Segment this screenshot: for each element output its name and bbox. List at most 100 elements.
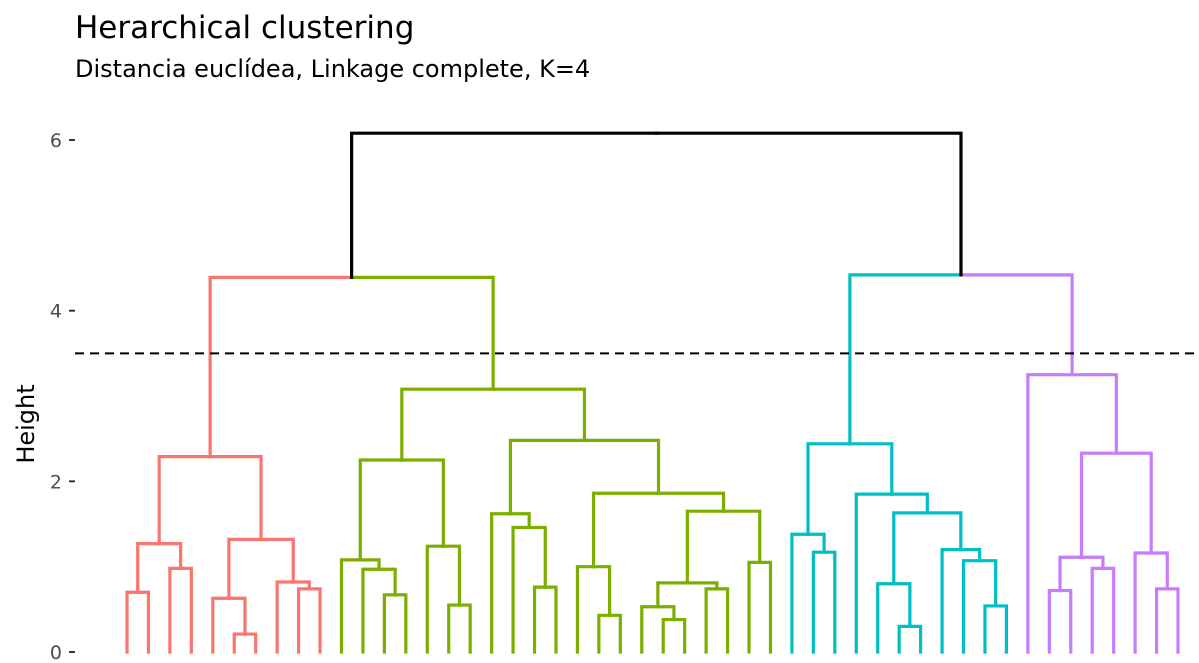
cluster-2-branch — [511, 525, 531, 654]
cluster-3-branch — [806, 442, 852, 536]
cluster-2-branch — [575, 565, 596, 654]
cluster-3-branch — [961, 559, 982, 654]
cluster-1-branch — [125, 590, 140, 654]
cluster-3-branch — [994, 604, 1009, 654]
upper-branch — [350, 131, 658, 280]
cluster-4-branch — [1149, 551, 1169, 591]
cluster-1-branch — [136, 542, 161, 594]
cluster-2-branch — [457, 603, 472, 654]
upper-branch — [959, 273, 1074, 377]
cluster-3-branch — [806, 532, 826, 554]
cluster-2-branch — [361, 567, 381, 654]
upper-branch — [208, 275, 354, 459]
cluster-1-branch — [227, 596, 247, 636]
cluster-1-branch — [168, 566, 183, 654]
cluster-1-branch — [179, 566, 193, 654]
cluster-2-branch — [377, 567, 397, 597]
y-tick-label: 2 — [50, 471, 62, 493]
cluster-2-branch — [358, 458, 404, 562]
cluster-2-branch — [393, 593, 408, 654]
cluster-4-branch — [1090, 566, 1105, 654]
cluster-3-branch — [876, 582, 896, 654]
cluster-2-branch — [704, 587, 719, 654]
cluster-2-branch — [591, 491, 661, 569]
cluster-2-branch — [490, 512, 513, 654]
cluster-3-branch — [940, 548, 963, 654]
cluster-4-branch — [1058, 588, 1073, 654]
cluster-1-branch — [208, 454, 263, 541]
cluster-4-branch — [1079, 555, 1105, 570]
cluster-4-branch — [1114, 451, 1153, 555]
cluster-2-branch — [656, 581, 689, 609]
cluster-1-branch — [157, 454, 212, 546]
cluster-2-branch — [382, 593, 397, 654]
cluster-2-branch — [685, 581, 719, 591]
y-axis: 0 2 4 6 — [50, 130, 75, 663]
cluster-3-branch — [897, 624, 912, 654]
cluster-4-branch — [1165, 587, 1180, 654]
cluster-2-branch — [447, 603, 462, 654]
y-tick-label: 0 — [50, 642, 62, 663]
cluster-4-branch — [1026, 373, 1074, 654]
cluster-4-branch — [1154, 587, 1169, 654]
cluster-2-branch — [400, 458, 445, 548]
cluster-2-branch — [597, 613, 612, 654]
cluster-3-branch — [959, 548, 982, 563]
cluster-2-branch — [608, 613, 622, 654]
cluster-2-branch — [425, 544, 445, 654]
cluster-3-branch — [822, 550, 837, 654]
cluster-2-branch — [672, 617, 687, 654]
cluster-4-branch — [1047, 588, 1062, 654]
cluster-1-branch — [227, 537, 263, 600]
upper-branch — [848, 273, 963, 446]
cluster-2-branch — [491, 387, 587, 442]
cluster-2-branch — [532, 585, 547, 654]
chart-subtitle: Distancia euclídea, Linkage complete, K=… — [75, 55, 591, 83]
cluster-2-branch — [441, 544, 462, 607]
cluster-2-branch — [582, 438, 661, 495]
cluster-2-branch — [527, 525, 547, 589]
cluster-2-branch — [400, 387, 495, 462]
cluster-3-branch — [811, 550, 826, 654]
cluster-1-branch — [291, 580, 311, 591]
cluster-2-branch — [685, 509, 726, 585]
cluster-2-branch — [656, 491, 726, 513]
y-axis-title: Height — [12, 384, 40, 463]
cluster-1-branch — [243, 632, 258, 654]
cluster-2-branch — [543, 585, 558, 654]
cluster-3-branch — [892, 511, 929, 586]
upper-branch — [350, 275, 495, 391]
cluster-3-branch — [854, 492, 894, 654]
cluster-4-branch — [1101, 566, 1116, 654]
cluster-2-branch — [640, 605, 660, 654]
cluster-4-branch — [1070, 373, 1118, 455]
dendrogram-branches — [125, 131, 1180, 654]
cluster-2-branch — [758, 560, 773, 654]
cluster-4-branch — [1058, 555, 1084, 593]
cluster-2-branch — [508, 438, 587, 516]
cluster-4-branch — [1133, 551, 1153, 654]
cluster-3-branch — [848, 442, 894, 496]
cluster-1-branch — [211, 596, 231, 654]
cluster-1-branch — [136, 590, 151, 654]
cluster-3-branch — [790, 532, 810, 654]
cluster-2-branch — [661, 617, 676, 654]
cluster-1-branch — [157, 542, 183, 570]
cluster-2-branch — [656, 605, 676, 622]
cluster-1-branch — [259, 537, 295, 584]
cluster-3-branch — [892, 582, 912, 629]
cluster-3-branch — [977, 559, 998, 608]
cluster-3-branch — [925, 511, 963, 552]
cluster-3-branch — [908, 624, 923, 654]
cluster-1-branch — [275, 580, 295, 654]
y-tick-label: 4 — [50, 301, 62, 323]
cluster-2-branch — [721, 509, 762, 565]
cluster-2-branch — [508, 512, 531, 530]
cluster-1-branch — [296, 587, 311, 654]
cluster-3-branch — [890, 492, 929, 515]
cluster-2-branch — [339, 558, 362, 654]
cluster-2-branch — [358, 558, 381, 571]
cluster-1-branch — [232, 632, 247, 654]
upper-branch — [654, 131, 963, 277]
